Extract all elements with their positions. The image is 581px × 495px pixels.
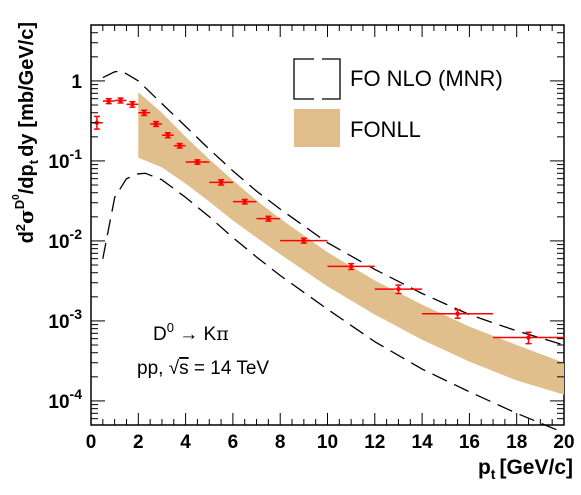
data-point xyxy=(232,198,257,205)
y-tick-label: 1 xyxy=(71,72,82,93)
x-tick-label: 2 xyxy=(133,432,144,453)
legend: FO NLO (MNR) FONLL xyxy=(293,58,503,147)
data-point xyxy=(327,262,375,271)
data-point xyxy=(161,131,174,139)
data-point xyxy=(138,109,151,117)
data-point-marker xyxy=(301,238,307,243)
y-tick-label-base: 10 xyxy=(48,152,69,173)
x-tick-label: 20 xyxy=(553,432,574,453)
decay-zero: 0 xyxy=(167,320,174,335)
fo-nlo-lower-curve xyxy=(102,172,565,434)
x-tick-label: 16 xyxy=(459,432,480,453)
data-point xyxy=(256,215,281,222)
x-tick-label: 14 xyxy=(412,432,434,453)
y-title-sup-zero: 0 xyxy=(11,194,22,200)
x-tick-label: 0 xyxy=(86,432,97,453)
data-point-marker xyxy=(242,199,247,204)
legend-fonll-label: FONLL xyxy=(350,117,421,142)
y-tick-label-exponent: -3 xyxy=(70,306,83,322)
y-tick-label: 10-1 xyxy=(48,146,82,173)
x-axis-title-sub: t xyxy=(491,466,496,482)
axis-ticks xyxy=(90,24,565,426)
fo-nlo-upper-curve xyxy=(102,70,565,346)
y-tick-label: 10-2 xyxy=(48,226,82,253)
y-tick-label-exponent: -2 xyxy=(70,226,83,242)
y-tick-label: 10-3 xyxy=(48,306,82,333)
data-point xyxy=(280,237,328,244)
data-point-marker xyxy=(218,180,224,185)
x-tick-labels: 0 2 4 6 8 10 12 14 16 18 20 xyxy=(86,432,575,453)
data-point xyxy=(374,284,423,295)
x-tick-label: 12 xyxy=(364,432,385,453)
x-tick-label: 10 xyxy=(317,432,338,453)
y-title-sup: D xyxy=(12,200,27,209)
data-point xyxy=(209,179,233,186)
data-point-marker xyxy=(177,143,182,148)
data-point xyxy=(102,97,115,105)
data-point xyxy=(493,331,564,345)
fonll-band xyxy=(138,92,565,395)
data-points xyxy=(91,97,564,345)
data-point-marker xyxy=(396,286,401,292)
data-point-marker xyxy=(348,264,354,269)
y-title-dy: dy xyxy=(16,133,38,157)
y-tick-labels: 110-110-210-310-4 xyxy=(48,72,82,413)
y-axis-title: d2σD0/dpt dy [mb/GeV/c] xyxy=(11,22,41,243)
decay-pi: π xyxy=(216,323,229,345)
system-s: s xyxy=(179,358,189,379)
x-axis-title-p: p xyxy=(478,456,491,479)
x-tick-label: 8 xyxy=(275,432,286,453)
y-title-two: 2 xyxy=(13,224,28,231)
y-title-sub-t: t xyxy=(26,159,41,164)
y-tick-label-base: 10 xyxy=(48,312,69,333)
y-tick-label-base: 1 xyxy=(71,72,82,93)
data-point xyxy=(422,308,494,319)
legend-fonll-swatch xyxy=(294,109,340,147)
decay-arrow: → K xyxy=(174,324,217,345)
y-tick-label-exponent: -1 xyxy=(70,146,83,162)
data-point-marker xyxy=(165,132,171,138)
data-point-marker xyxy=(106,98,111,104)
legend-fo-nlo-label: FO NLO (MNR) xyxy=(350,66,503,91)
legend-fo-nlo-swatch xyxy=(293,58,341,100)
system-annotation: pp, √s = 14 TeV xyxy=(137,358,269,379)
system-prefix: pp, xyxy=(137,358,169,379)
data-point-marker xyxy=(266,216,271,221)
decay-annotation: D0 → Kπ xyxy=(153,320,229,345)
y-tick-label-base: 10 xyxy=(48,232,69,253)
data-point-marker xyxy=(142,110,147,115)
data-point-marker xyxy=(118,98,123,103)
system-sqrt: √ xyxy=(169,358,180,379)
x-tick-label: 6 xyxy=(228,432,239,453)
y-title-sigma: σ xyxy=(14,209,38,224)
data-point-marker xyxy=(195,159,200,165)
x-tick-label: 18 xyxy=(506,432,527,453)
data-point xyxy=(150,120,162,128)
data-point xyxy=(114,97,127,104)
y-title-unit: [mb/GeV/c] xyxy=(16,22,38,128)
y-tick-label: 10-4 xyxy=(48,386,82,413)
data-point-marker xyxy=(455,311,460,316)
data-point xyxy=(185,159,210,165)
data-point xyxy=(173,142,186,149)
y-title-slash-dp: /dp xyxy=(16,164,38,194)
decay-d: D xyxy=(153,324,167,345)
data-point xyxy=(126,100,139,108)
x-axis-title-unit: [GeV/c] xyxy=(499,456,573,479)
data-point-marker xyxy=(153,121,159,127)
data-point-marker xyxy=(526,335,531,340)
x-tick-label: 4 xyxy=(180,432,191,453)
system-energy: = 14 TeV xyxy=(189,358,270,379)
y-tick-label-exponent: -4 xyxy=(70,386,83,402)
y-tick-label-base: 10 xyxy=(48,392,69,413)
x-axis-title: pt [GeV/c] xyxy=(478,456,573,482)
y-title-d: d xyxy=(16,231,38,243)
data-point-marker xyxy=(130,102,135,107)
